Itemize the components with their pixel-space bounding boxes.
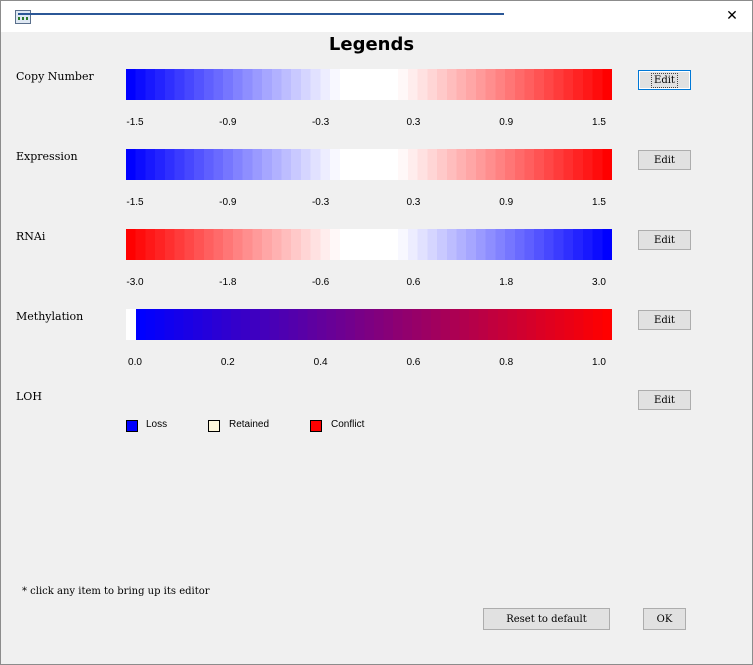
legend-label-loh[interactable]: LOH xyxy=(16,390,42,403)
tick-label: -0.3 xyxy=(311,117,330,128)
tick-label: 0.0 xyxy=(128,357,142,368)
legend-label-rnai[interactable]: RNAi xyxy=(16,230,46,243)
legend-label-expression[interactable]: Expression xyxy=(16,150,78,163)
tick-label: 0.2 xyxy=(220,357,235,368)
dialog-content: Legends Copy Number -1.5 -0.9 -0.3 0.3 0.9 1.… xyxy=(1,32,752,664)
close-icon: ✕ xyxy=(726,8,738,24)
close-button[interactable]: ✕ xyxy=(713,1,751,31)
tick-label: 0.3 xyxy=(406,117,421,128)
expression-edit-button[interactable]: Edit xyxy=(638,150,691,170)
ok-button-label: OK xyxy=(656,613,673,625)
tick-label: -3.0 xyxy=(126,277,144,288)
methylation-edit-button[interactable]: Edit xyxy=(638,310,691,330)
copy-number-edit-button[interactable]: Edit xyxy=(638,70,691,90)
loh-loss-label[interactable]: Loss xyxy=(146,419,168,430)
tick-label: -0.9 xyxy=(219,117,237,128)
tick-label: -0.9 xyxy=(219,197,237,208)
tick-label: 1.0 xyxy=(592,357,606,368)
editor-hint-text: * click any item to bring up its editor xyxy=(22,586,210,597)
edit-button-label: Edit xyxy=(654,314,675,326)
tick-label: -1.8 xyxy=(219,277,237,288)
tick-label: -0.6 xyxy=(311,277,330,288)
loh-conflict-label[interactable]: Conflict xyxy=(331,419,365,430)
edit-button-label: Edit xyxy=(654,394,675,406)
expression-color-scale[interactable] xyxy=(126,149,612,180)
edit-button-label: Edit xyxy=(654,154,675,166)
edit-button-label: Edit xyxy=(654,234,675,246)
tick-label: 0.8 xyxy=(499,357,514,368)
methylation-color-scale[interactable] xyxy=(126,309,612,340)
methylation-gradient-fill xyxy=(136,309,612,340)
tick-label: 0.4 xyxy=(313,357,328,368)
loh-loss-swatch[interactable] xyxy=(126,420,138,432)
loh-retained-label[interactable]: Retained xyxy=(229,419,270,430)
tick-label: -1.5 xyxy=(126,117,144,128)
tick-label: 0.3 xyxy=(406,197,421,208)
tick-label: 1.8 xyxy=(499,277,514,288)
loh-retained-swatch[interactable] xyxy=(208,420,220,432)
reset-to-default-button[interactable]: Reset to default xyxy=(483,608,610,630)
loh-edit-button[interactable]: Edit xyxy=(638,390,691,410)
app-window-icon xyxy=(15,10,504,24)
dialog-heading: Legends xyxy=(328,34,415,55)
copy-number-color-scale[interactable] xyxy=(126,69,612,100)
legend-label-methylation[interactable]: Methylation xyxy=(16,310,84,323)
tick-label: 1.5 xyxy=(592,117,606,128)
loh-conflict-swatch[interactable] xyxy=(310,420,322,432)
legend-label-copy-number[interactable]: Copy Number xyxy=(16,70,94,83)
ok-button[interactable]: OK xyxy=(643,608,686,630)
tick-label: 0.6 xyxy=(406,357,421,368)
rnai-color-scale[interactable] xyxy=(126,229,612,260)
tick-label: 0.9 xyxy=(499,117,514,128)
tick-label: 0.9 xyxy=(499,197,514,208)
tick-label: 1.5 xyxy=(592,197,606,208)
tick-label: -1.5 xyxy=(126,197,144,208)
title-bar: ✕ xyxy=(1,1,752,32)
reset-button-label: Reset to default xyxy=(506,613,587,625)
edit-button-label: Edit xyxy=(651,72,678,88)
tick-label: -0.3 xyxy=(311,197,330,208)
rnai-edit-button[interactable]: Edit xyxy=(638,230,691,250)
tick-label: 3.0 xyxy=(592,277,606,288)
tick-label: 0.6 xyxy=(406,277,421,288)
